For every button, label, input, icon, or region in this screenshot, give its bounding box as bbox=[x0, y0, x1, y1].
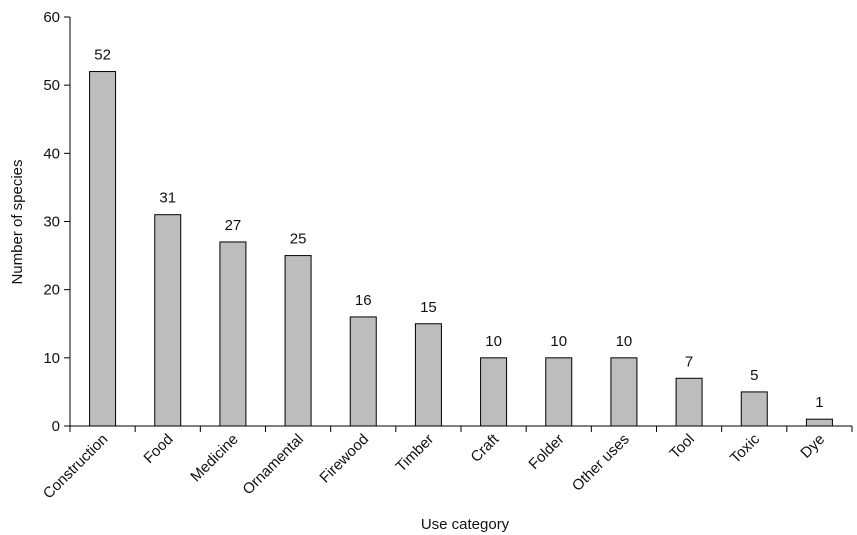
bar-dye bbox=[805, 418, 833, 427]
data-label: 5 bbox=[750, 367, 758, 384]
y-tick-label: 50 bbox=[43, 77, 60, 94]
data-label: 15 bbox=[420, 299, 437, 316]
bar-construction bbox=[89, 71, 117, 427]
data-label: 1 bbox=[815, 394, 823, 411]
bar-tool bbox=[675, 377, 703, 427]
bar-other-uses bbox=[610, 357, 638, 427]
data-label: 16 bbox=[355, 292, 372, 309]
y-axis-title: Number of species bbox=[9, 159, 26, 284]
data-label: 7 bbox=[685, 353, 693, 370]
data-label: 10 bbox=[485, 333, 502, 350]
data-label: 25 bbox=[290, 231, 307, 248]
x-tick-label: Firewood bbox=[316, 431, 372, 487]
bar-food bbox=[154, 214, 182, 427]
data-label: 27 bbox=[225, 217, 242, 234]
x-tick-label: Craft bbox=[467, 430, 503, 466]
data-label: 10 bbox=[616, 333, 633, 350]
data-label: 31 bbox=[159, 190, 176, 207]
bar-timber bbox=[414, 323, 442, 427]
data-labels: 52 31 27 25 16 15 10 10 10 7 5 1 bbox=[94, 47, 823, 412]
data-label: 52 bbox=[94, 47, 111, 64]
y-tick-label: 40 bbox=[43, 145, 60, 162]
y-axis: 0 10 20 30 40 50 60 bbox=[43, 9, 71, 435]
x-tick-label: Dye bbox=[797, 431, 828, 462]
x-tick-label: Tool bbox=[666, 431, 697, 462]
x-tick-label: Food bbox=[140, 431, 176, 467]
x-axis bbox=[69, 425, 853, 432]
x-tick-label: Timber bbox=[393, 431, 438, 476]
data-label: 10 bbox=[550, 333, 567, 350]
x-axis-title: Use category bbox=[421, 516, 510, 533]
x-tick-label: Ornamental bbox=[239, 431, 306, 498]
y-tick-label: 60 bbox=[43, 9, 60, 26]
y-tick-label: 0 bbox=[52, 418, 60, 435]
x-tick-label: Construction bbox=[40, 431, 112, 503]
x-tick-label: Other uses bbox=[569, 431, 633, 495]
bar-toxic bbox=[740, 391, 768, 427]
bar-craft bbox=[480, 357, 508, 427]
x-tick-label: Toxic bbox=[727, 430, 764, 467]
y-tick-label: 10 bbox=[43, 350, 60, 367]
bar-firewood bbox=[349, 316, 377, 427]
bar-series bbox=[89, 71, 833, 427]
bar-medicine bbox=[219, 241, 247, 427]
y-tick-label: 20 bbox=[43, 282, 60, 299]
bar-folder bbox=[545, 357, 573, 427]
x-tick-label: Folder bbox=[525, 431, 567, 473]
bar-ornamental bbox=[284, 255, 312, 427]
y-tick-label: 30 bbox=[43, 214, 60, 231]
x-tick-label: Medicine bbox=[187, 431, 241, 485]
